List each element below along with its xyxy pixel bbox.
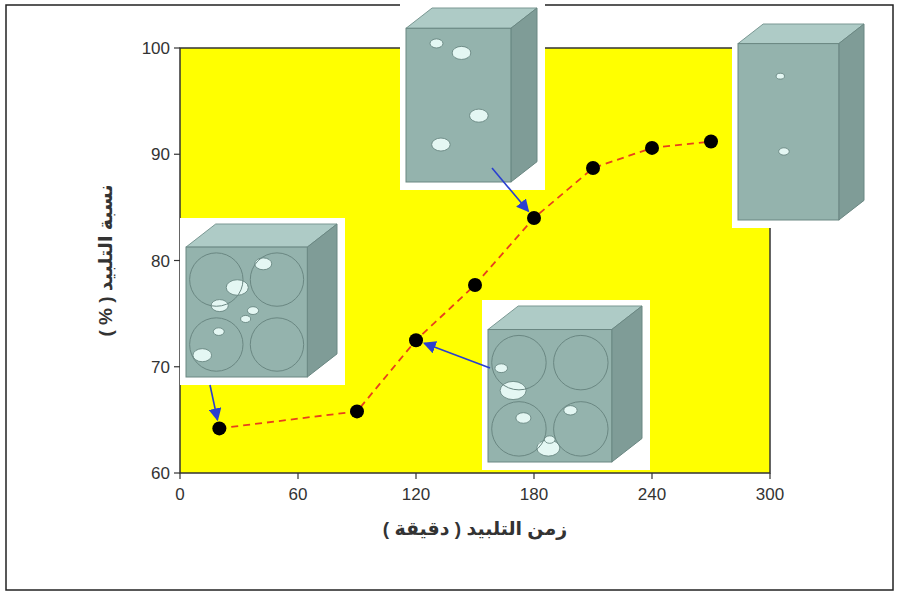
y-tick-label: 70 [151,358,170,377]
x-tick-label: 180 [520,485,548,504]
pore [193,349,212,362]
pore [500,381,526,399]
plot-background [180,48,770,473]
y-tick-label: 60 [151,464,170,483]
x-tick [651,473,652,479]
cube-front [488,330,612,462]
x-tick-label: 60 [289,485,308,504]
grain-outline [190,253,243,306]
x-tick [415,473,416,479]
pore [226,280,248,295]
data-point [468,278,482,292]
cube-side [612,306,642,462]
data-point [527,211,541,225]
y-tick [174,366,180,367]
pore [247,307,258,315]
inset-background [180,218,345,385]
cube-front [186,247,307,377]
inset-image [180,218,345,385]
data-point [586,161,600,175]
chart: 0 60 120 180 240 300 60 70 80 90 100 زمن التلبيد ( … [0,0,899,596]
cube-front [738,44,839,220]
cube-side [511,8,537,182]
grain-outline [250,253,303,306]
inset-background [482,300,650,470]
pore [495,364,508,373]
cube-side [307,224,337,377]
pore [241,315,251,322]
pore [430,39,443,48]
inset-background [732,18,872,228]
pore [452,46,471,59]
x-tick [769,473,770,479]
y-tick [174,260,180,261]
pore [779,148,789,155]
x-tick-label: 300 [756,485,784,504]
cube-side [839,24,864,220]
inset-image [732,18,872,228]
grain-outline [554,402,608,456]
grain-outline [250,318,303,371]
y-tick-label: 90 [151,145,170,164]
cube-front [406,28,511,182]
data-point [645,141,659,155]
inset-background [400,2,545,190]
x-tick-label: 240 [638,485,666,504]
data-point [409,333,423,347]
grain-outline [554,335,608,389]
x-tick [179,473,180,479]
x-tick-label: 0 [175,485,184,504]
grain-outline [492,335,546,389]
plot-frame [180,48,770,473]
pore [544,436,555,443]
pore [776,73,784,79]
y-tick-label: 100 [142,39,170,58]
pointer-arrow [424,343,490,368]
y-axis-title: نسبة التلبيد ( % ) [95,184,116,336]
y-tick [174,154,180,155]
grain-outline [492,402,546,456]
pore [564,406,577,415]
pore [255,258,272,270]
inset-image [482,300,650,470]
pointer-arrow [492,168,528,211]
y-tick [174,47,180,48]
pore [432,138,450,151]
pore [516,413,531,424]
grain-outline [190,318,243,371]
data-point [704,135,718,149]
x-tick [533,473,534,479]
data-point [350,404,364,418]
pore [470,109,489,122]
y-tick-label: 80 [151,252,170,271]
x-axis-title: زمن التلبيد ( دقيقة ) [383,518,567,540]
x-tick-label: 120 [402,485,430,504]
pointer-arrow [210,385,217,420]
x-tick [297,473,298,479]
outer-frame [6,5,893,590]
y-tick [174,472,180,473]
pore [213,328,224,336]
inset-image [400,2,545,190]
data-point [212,421,226,435]
